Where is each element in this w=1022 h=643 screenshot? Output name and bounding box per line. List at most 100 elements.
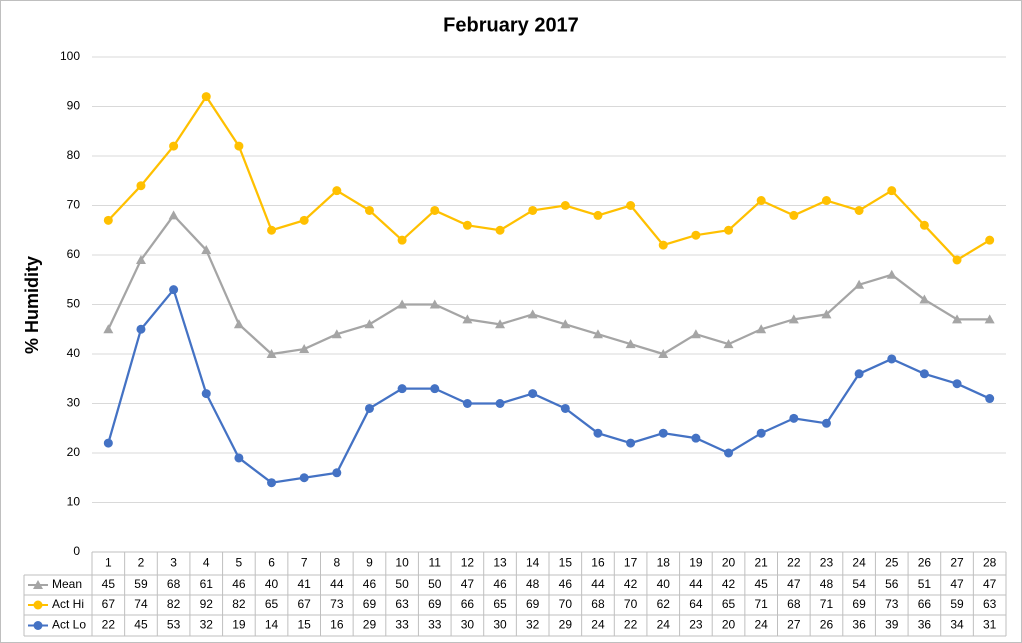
data-point — [430, 205, 440, 215]
y-tick-label: 70 — [67, 198, 81, 212]
table-value: 67 — [102, 597, 116, 611]
data-point — [397, 235, 407, 245]
data-point — [690, 329, 701, 339]
table-value: 73 — [330, 597, 344, 611]
data-point — [658, 349, 669, 358]
data-point — [462, 314, 473, 324]
x-tick-label: 28 — [983, 556, 997, 570]
data-point — [723, 339, 734, 349]
data-point — [724, 225, 734, 235]
table-value: 46 — [232, 577, 246, 591]
x-tick-label: 26 — [918, 556, 932, 570]
table-value: 36 — [918, 618, 932, 632]
table-value: 59 — [134, 577, 148, 591]
data-point — [625, 339, 636, 349]
data-point — [821, 418, 831, 428]
x-tick-label: 22 — [787, 556, 801, 570]
data-point — [397, 384, 407, 394]
x-tick-label: 7 — [301, 556, 308, 570]
data-point — [952, 255, 962, 265]
data-point — [593, 428, 603, 438]
table-value: 63 — [983, 597, 997, 611]
table-value: 22 — [102, 618, 116, 632]
legend-label: Act Hi — [52, 597, 84, 611]
table-value: 66 — [918, 597, 932, 611]
data-point — [299, 344, 310, 354]
legend-label: Mean — [52, 577, 82, 591]
y-tick-label: 80 — [67, 148, 81, 162]
data-point — [854, 369, 864, 379]
table-value: 26 — [820, 618, 834, 632]
table-value: 73 — [885, 597, 899, 611]
table-value: 27 — [787, 618, 801, 632]
y-tick-label: 20 — [67, 445, 81, 459]
data-line — [107, 94, 991, 262]
table-value: 42 — [624, 577, 638, 591]
data-point — [364, 403, 374, 413]
table-value: 47 — [461, 577, 475, 591]
x-tick-label: 13 — [493, 556, 507, 570]
table-value: 50 — [395, 577, 409, 591]
x-tick-label: 15 — [559, 556, 573, 570]
data-point — [234, 141, 244, 151]
data-point — [919, 220, 929, 230]
data-point — [397, 299, 408, 309]
data-point — [854, 279, 865, 289]
table-value: 70 — [559, 597, 573, 611]
data-point — [528, 205, 538, 215]
x-tick-label: 18 — [657, 556, 671, 570]
data-point — [560, 201, 570, 210]
x-tick-label: 5 — [236, 556, 243, 570]
data-point — [495, 319, 506, 329]
data-point — [332, 468, 342, 478]
table-value: 31 — [983, 618, 997, 632]
table-value: 24 — [591, 618, 605, 632]
table-value: 47 — [950, 577, 964, 591]
data-point — [267, 225, 277, 235]
table-value: 62 — [657, 597, 671, 611]
data-point — [985, 394, 995, 404]
table-value: 32 — [200, 618, 214, 632]
x-tick-label: 11 — [429, 556, 442, 570]
table-value: 30 — [493, 618, 507, 632]
x-tick-label: 4 — [203, 556, 210, 570]
x-tick-label: 24 — [852, 556, 866, 570]
x-tick-label: 23 — [820, 556, 834, 570]
data-point — [788, 314, 799, 324]
data-point — [919, 369, 929, 379]
data-point — [495, 225, 505, 235]
y-tick-label: 10 — [67, 495, 81, 509]
data-point — [462, 220, 472, 230]
data-point — [462, 399, 472, 408]
data-line — [107, 287, 991, 484]
data-point — [919, 294, 930, 304]
x-tick-label: 21 — [754, 556, 768, 570]
table-value: 40 — [265, 577, 279, 591]
data-point — [266, 349, 277, 358]
table-value: 54 — [852, 577, 866, 591]
y-tick-label: 40 — [67, 346, 81, 360]
data-point — [756, 324, 767, 334]
table-value: 30 — [461, 618, 475, 632]
table-value: 44 — [330, 577, 344, 591]
table-value: 45 — [754, 577, 768, 591]
table-value: 66 — [461, 597, 475, 611]
x-tick-label: 25 — [885, 556, 899, 570]
table-value: 67 — [297, 597, 311, 611]
x-tick-label: 14 — [526, 556, 540, 570]
data-point — [626, 201, 636, 210]
data-point — [364, 319, 375, 329]
table-value: 41 — [297, 577, 311, 591]
table-value: 46 — [493, 577, 507, 591]
y-tick-label: 0 — [73, 544, 80, 558]
x-tick-label: 1 — [105, 556, 112, 570]
data-point — [821, 196, 831, 206]
data-point — [560, 403, 570, 413]
data-point — [821, 309, 832, 319]
table-value: 70 — [624, 597, 638, 611]
legend-marker — [33, 580, 43, 589]
x-tick-label: 10 — [395, 556, 409, 570]
table-value: 36 — [852, 618, 866, 632]
data-point — [626, 438, 636, 448]
data-point — [429, 299, 440, 309]
